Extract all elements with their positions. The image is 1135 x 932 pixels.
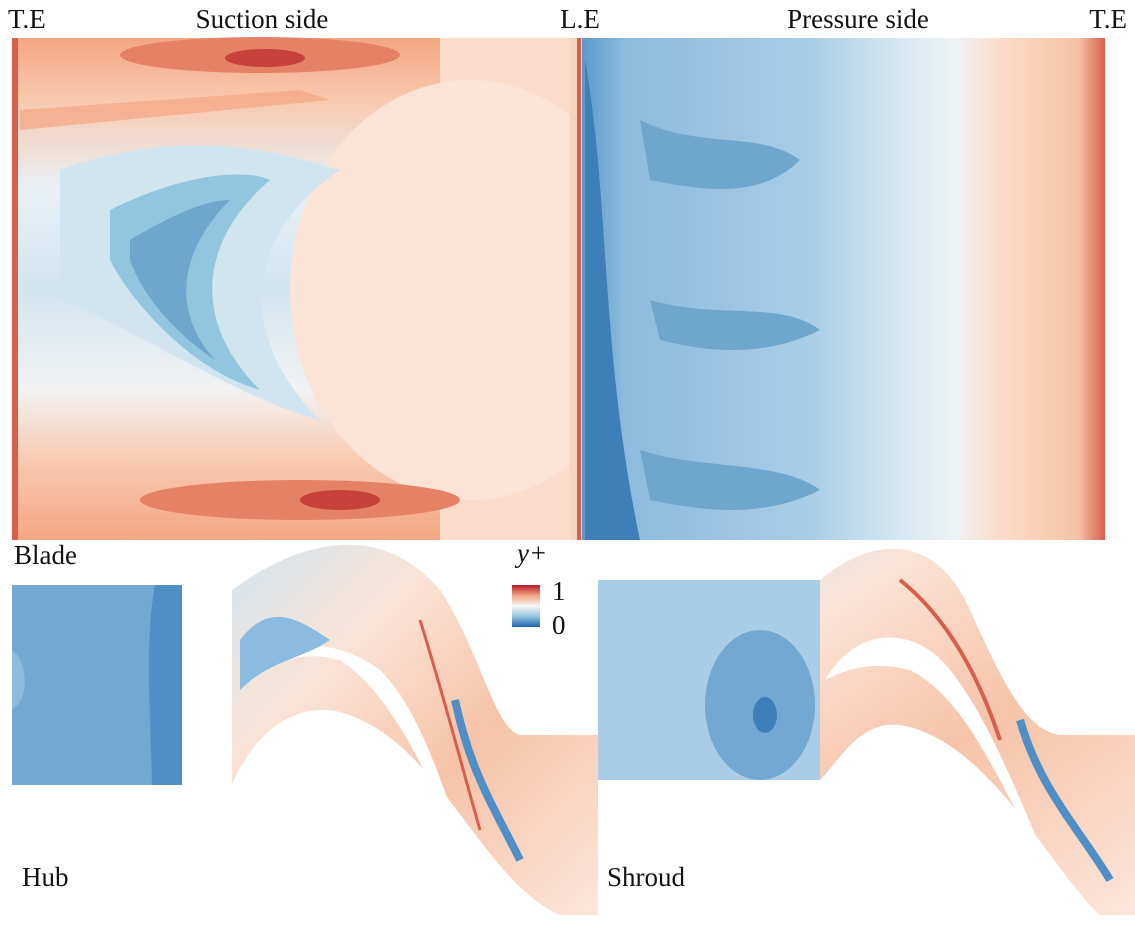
trailing-edge-label: T.E [8, 4, 46, 34]
hub-label: Hub [22, 862, 69, 892]
colorbar-tick-label: 1 [552, 576, 566, 606]
hub-passage [232, 544, 598, 915]
colorbar-title: y+ [514, 538, 547, 568]
shroud-label: Shroud [607, 862, 686, 892]
suction-side-label: Suction side [196, 4, 329, 34]
blade-field [12, 585, 182, 785]
colorbar [512, 585, 540, 627]
pressure-side-label: Pressure side [787, 4, 929, 34]
pressure-side-field [570, 38, 1105, 540]
shroud-passage [598, 548, 1135, 915]
trailing-edge-label: T.E [1089, 4, 1127, 34]
colorbar-tick-label: 0 [552, 610, 566, 640]
leading-edge-label: L.E [560, 4, 600, 34]
suction-side-field [12, 37, 650, 540]
blade-label: Blade [14, 540, 77, 570]
